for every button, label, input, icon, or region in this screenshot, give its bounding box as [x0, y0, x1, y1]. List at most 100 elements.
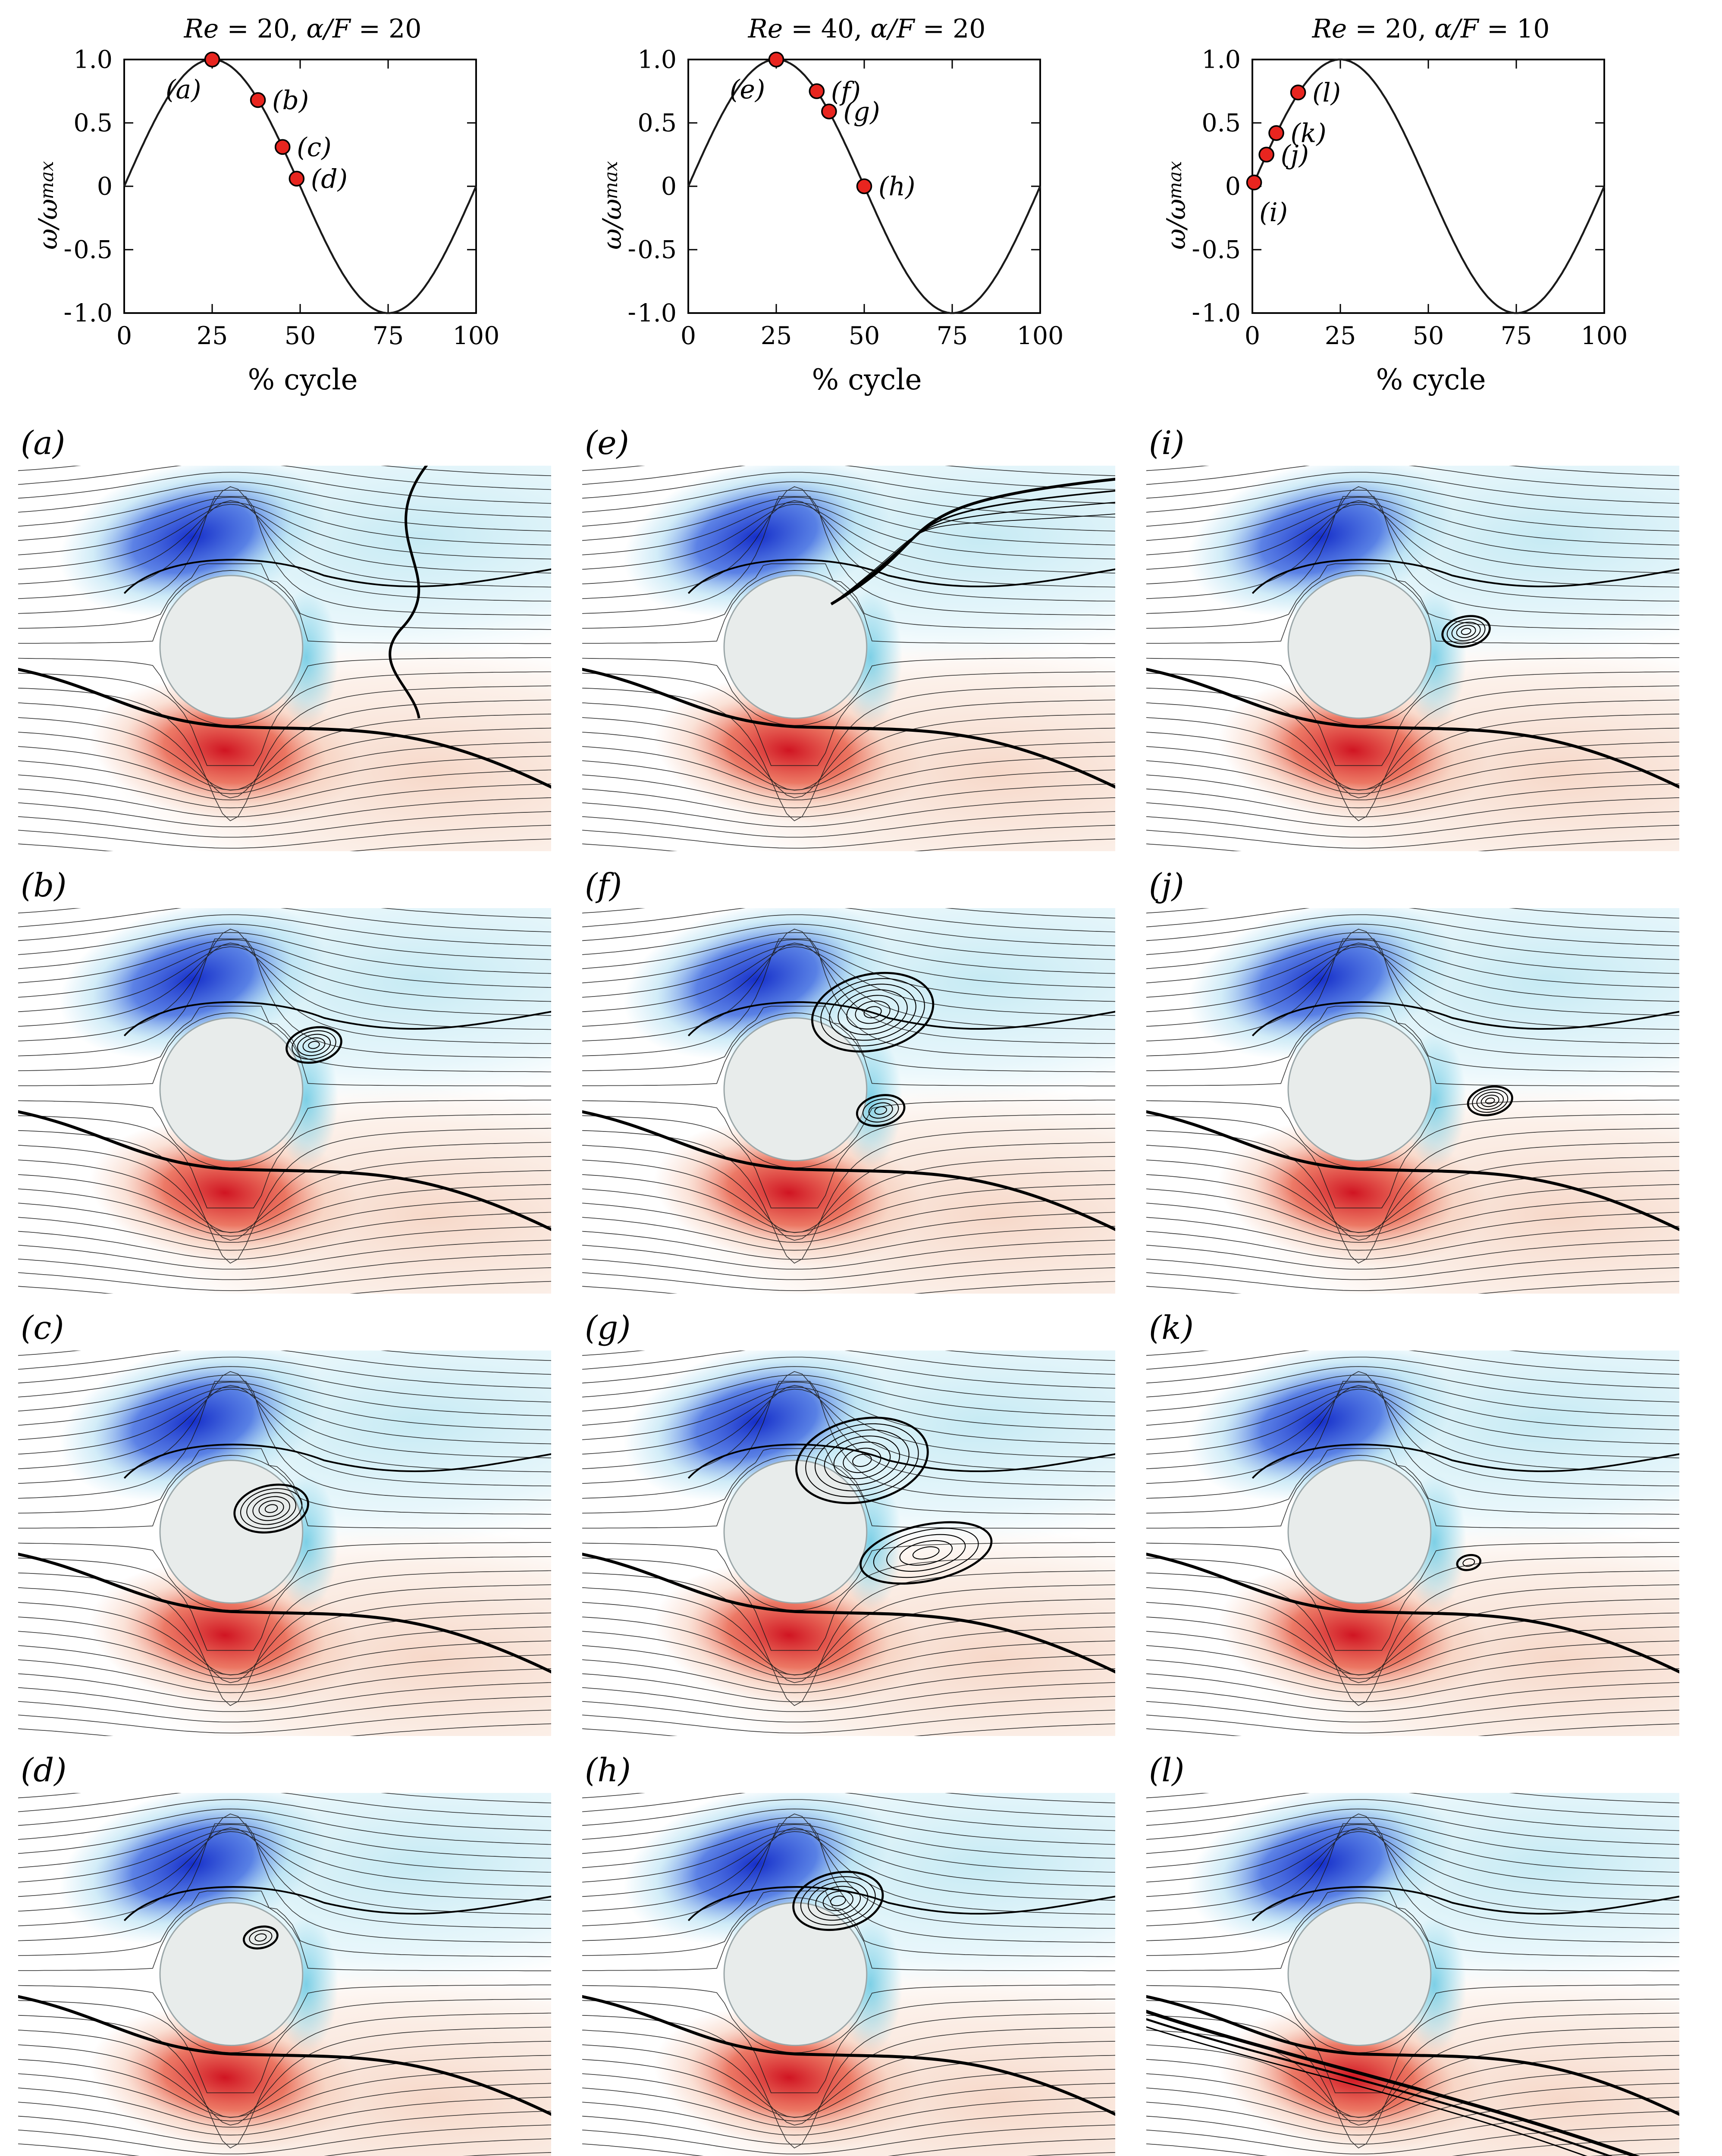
cycle-chart-3: Re = 20, α/F = 10 ω/ω max 0 25 50 75 100 1.0 0.…: [1146, 13, 1679, 401]
upper-separatrix: [687, 1444, 1115, 1479]
vortex-loop: [846, 995, 899, 1030]
flow-panels-grid: (a) (e) (i) (b) (f) (j): [18, 417, 1706, 2156]
flow-panel-a: (a): [18, 417, 551, 851]
flow-panel-l: (l): [1146, 1744, 1679, 2156]
vortex-loop: [1462, 1558, 1475, 1567]
chart-title: Re = 40, α/F = 20: [748, 13, 986, 44]
marker-label: (l): [1312, 78, 1341, 108]
vortex-loop: [249, 1930, 273, 1946]
upper-separatrix: [687, 1886, 1115, 1921]
cylinder: [159, 1902, 304, 2046]
cycle-marker: [1246, 174, 1262, 191]
negative-vorticity-blob: [59, 466, 326, 617]
vortex-loop: [285, 1026, 342, 1064]
x-tick-label: 0: [116, 322, 132, 350]
y-tick-label: 0.5: [637, 109, 677, 138]
lower-separatrix: [582, 1110, 1115, 1231]
panel-label: (e): [585, 424, 629, 462]
x-tick-label: 25: [197, 322, 228, 350]
cycle-marker: [1290, 85, 1306, 100]
cycle-marker: [274, 139, 291, 155]
upper-separatrix: [1252, 1001, 1679, 1037]
vortex-loop: [292, 1030, 336, 1060]
lower-separatrix: [18, 1552, 551, 1673]
upward-sweep-line: [830, 477, 1115, 605]
flow-visualization: [18, 908, 551, 1294]
y-tick-label: −0.5: [1193, 236, 1241, 264]
cycle-marker: [768, 51, 784, 68]
x-tick-label: 0: [681, 322, 696, 350]
y-tick-label: 0: [1225, 172, 1241, 201]
vortex-loop: [1456, 625, 1476, 638]
x-axis-label: % cycle: [1376, 365, 1486, 397]
lower-separatrix: [582, 1995, 1115, 2116]
streamlines: [1146, 908, 1679, 1294]
flow-panel-i: (i): [1146, 417, 1679, 851]
y-tick-label: 1.0: [73, 47, 113, 74]
vortex-loop: [837, 989, 908, 1035]
flow-panel-d: (d): [18, 1744, 551, 2156]
panel-label: (h): [585, 1752, 631, 1789]
vortex-loop: [795, 1416, 929, 1504]
upper-separatrix: [687, 559, 1115, 594]
vortex-loop: [242, 1925, 279, 1950]
vortex-loop: [240, 1488, 303, 1529]
marker-label: (j): [1281, 140, 1309, 170]
vortex-loop: [829, 984, 916, 1041]
upper-separatrix: [1252, 559, 1679, 594]
cycle-marker: [1258, 147, 1274, 163]
cycle-chart-2: Re = 40, α/F = 20 ω/ω max 0 25 50 75 100 1.0 0.…: [582, 13, 1115, 401]
negative-vorticity-blob: [1187, 466, 1454, 617]
marker-label: (d): [311, 164, 348, 194]
flow-visualization: [582, 1351, 1115, 1736]
streamlines: [18, 1793, 551, 2156]
flow-panel-b: (b): [18, 859, 551, 1294]
vortex-loop: [808, 1881, 869, 1921]
cycle-marker: [856, 178, 872, 194]
marker-label: (i): [1259, 197, 1288, 228]
cylinder: [1287, 1902, 1432, 2046]
negative-vorticity-blob: [59, 908, 326, 1059]
panel-label: (f): [585, 867, 622, 904]
lower-band-line: [1146, 2026, 1588, 2156]
vortex-loop: [1485, 1097, 1495, 1104]
y-axis-label: ω/ω max: [31, 47, 65, 365]
cycle-marker: [204, 51, 220, 68]
negative-vorticity-blob: [59, 1793, 326, 1944]
upward-sweep-line: [836, 490, 1115, 601]
panel-label: (a): [21, 424, 66, 462]
vortex-loop: [874, 1106, 887, 1115]
streamlines: [18, 466, 551, 851]
vortex-loop: [852, 1454, 872, 1467]
panel-label: (l): [1149, 1752, 1185, 1789]
streamlines: [582, 1351, 1115, 1736]
upper-separatrix: [1252, 1886, 1679, 1921]
x-tick-label: 75: [373, 322, 404, 350]
x-tick-label: 25: [761, 322, 792, 350]
vortex-loop: [264, 1504, 278, 1513]
lower-separatrix: [18, 667, 551, 789]
y-tick-label: −1.0: [1193, 299, 1241, 328]
y-tick-label: −0.5: [629, 236, 677, 264]
upward-sweep-line: [846, 513, 1115, 593]
y-tick-label: 0: [97, 172, 113, 201]
negative-vorticity-blob: [59, 1351, 326, 1502]
y-axis-label: ω/ω max: [1159, 47, 1193, 365]
vortex-loop: [873, 1528, 979, 1578]
marker-label: (a): [166, 75, 201, 105]
y-tick-label: −0.5: [65, 236, 113, 264]
panel-label: (j): [1149, 867, 1184, 904]
cylinder: [723, 1017, 868, 1162]
flow-panel-c: (c): [18, 1301, 551, 1736]
negative-vorticity-blob: [623, 466, 890, 617]
y-axis-label-sub: max: [602, 161, 622, 200]
upper-separatrix: [1252, 1444, 1679, 1479]
flow-visualization: [1146, 466, 1679, 851]
vortex-loop: [814, 1429, 910, 1492]
chart-plot: 0 25 50 75 100 1.0 0.5 0 −0.5 −1.0 (i) (j)(k) (l): [1193, 47, 1628, 350]
x-tick-label: 0: [1245, 322, 1260, 350]
vortex-loop: [805, 1423, 919, 1498]
vortex-loop: [246, 1492, 297, 1525]
